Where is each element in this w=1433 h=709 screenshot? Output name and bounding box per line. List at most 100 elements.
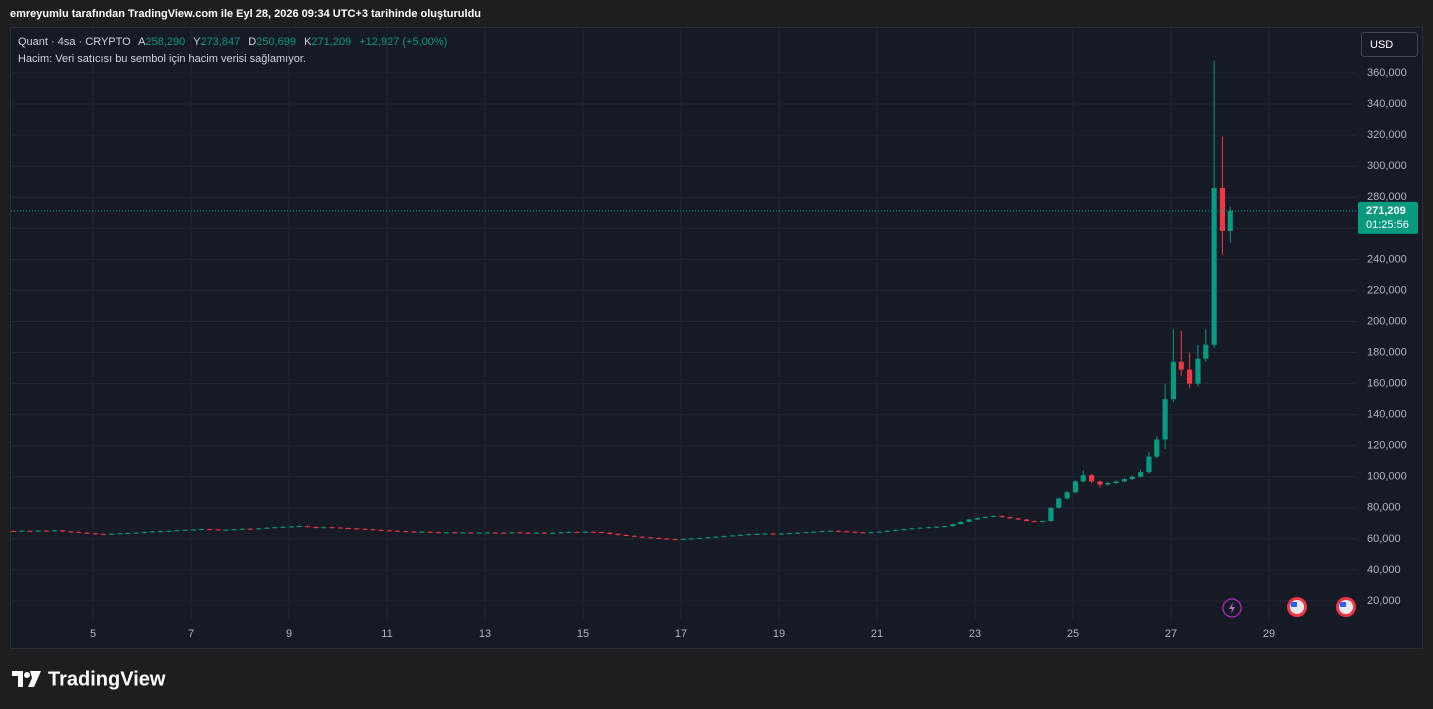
currency-button[interactable]: [1361, 32, 1418, 57]
candle-body: [1162, 399, 1168, 440]
y-tick-label: 60,000: [1367, 533, 1401, 545]
candle-body: [231, 529, 237, 531]
candle-body: [68, 531, 74, 533]
candle-body: [435, 532, 442, 534]
candle-body: [386, 530, 393, 532]
y-tick-label: 220,000: [1367, 284, 1407, 296]
legend-key: A: [138, 36, 146, 48]
candle-body: [354, 528, 360, 530]
candle-body: [966, 519, 972, 522]
candle-body: [599, 532, 605, 534]
candle-body: [1048, 507, 1054, 522]
candle-body: [133, 532, 139, 534]
candle-body: [574, 531, 580, 533]
candle-body: [198, 529, 204, 531]
candle-body: [917, 527, 923, 529]
candle-body: [762, 533, 768, 535]
candle-body: [1113, 481, 1119, 483]
y-tick-label: 160,000: [1367, 377, 1407, 389]
y-tick-label: 360,000: [1367, 67, 1407, 79]
y-tick-label: 180,000: [1367, 346, 1407, 358]
candle-body: [223, 529, 229, 531]
candle-body: [974, 517, 981, 520]
candle-body: [174, 530, 180, 532]
candle-body: [868, 532, 874, 534]
candle-body: [909, 528, 915, 530]
candle-body: [1227, 210, 1233, 231]
candle-body: [607, 532, 613, 534]
candle-body: [11, 530, 17, 532]
candle-body: [1178, 361, 1184, 370]
candle-body: [1105, 482, 1111, 485]
candles: [11, 60, 1233, 541]
candle-body: [737, 534, 743, 536]
candle-body: [958, 521, 964, 525]
candle-body: [1072, 481, 1079, 493]
candle-body: [999, 515, 1005, 518]
currency-label[interactable]: USD: [1370, 39, 1393, 51]
price-tag-label: 271,209: [1366, 205, 1406, 217]
candle-body: [925, 527, 932, 529]
candle-body: [345, 528, 351, 530]
candle-body: [296, 525, 302, 527]
candle-body: [1129, 476, 1135, 480]
candle-body: [1211, 187, 1217, 345]
legend-key: Y: [193, 36, 201, 48]
candle-body: [1056, 498, 1062, 508]
candle-body: [166, 530, 172, 532]
x-tick-label: 23: [969, 628, 981, 640]
candle-body: [582, 531, 589, 533]
candle-body: [362, 528, 368, 530]
candle-body: [247, 528, 253, 530]
candle-body: [509, 532, 515, 534]
candle-body: [403, 531, 409, 533]
candle-body: [43, 530, 50, 532]
candle-body: [860, 532, 866, 534]
candle-body: [811, 531, 817, 533]
candle-body: [288, 526, 295, 528]
candle-body: [476, 532, 482, 534]
candle-body: [117, 533, 123, 535]
y-tick-label: 140,000: [1367, 409, 1407, 421]
candle-body: [427, 531, 433, 533]
candle-body: [92, 533, 99, 535]
candle-body: [19, 530, 25, 532]
candle-body: [778, 533, 785, 535]
x-tick-label: 13: [479, 628, 491, 640]
x-tick-label: 17: [675, 628, 687, 640]
candle-body: [419, 531, 425, 533]
candle-body: [1219, 187, 1226, 231]
y-tick-label: 320,000: [1367, 129, 1407, 141]
x-tick-label: 25: [1067, 628, 1079, 640]
candle-body: [35, 530, 41, 532]
candle-body: [452, 532, 458, 534]
candle-body: [1015, 518, 1021, 520]
candle-body: [337, 527, 344, 529]
brand-logo: [12, 671, 41, 687]
candle-body: [844, 531, 850, 533]
candle-body: [746, 534, 752, 536]
candle-body: [76, 531, 82, 533]
candle-body: [1170, 361, 1177, 400]
legend-value: 271,209: [311, 36, 351, 48]
price-tag-countdown: 01:25:56: [1366, 219, 1409, 231]
candle-body: [370, 529, 376, 531]
candle-body: [541, 532, 547, 534]
candle-body: [991, 515, 997, 517]
candle-body: [1146, 456, 1152, 473]
legend-value: 250,699: [256, 36, 296, 48]
candle-body: [280, 526, 286, 528]
candle-body: [207, 529, 213, 531]
candle-body: [754, 533, 760, 535]
candle-body: [558, 532, 564, 534]
event-icon-flag: [1340, 602, 1346, 607]
header-title: emreyumlu tarafından TradingView.com ile…: [10, 8, 481, 20]
y-tick-label: 280,000: [1367, 191, 1407, 203]
brand-name: TradingView: [48, 668, 166, 690]
brand-mark: [24, 672, 30, 678]
candle-body: [550, 532, 556, 534]
legend-key: K: [304, 36, 312, 48]
legend-symbol: Quant · 4sa · CRYPTO: [18, 36, 131, 48]
x-tick-label: 7: [188, 628, 194, 640]
